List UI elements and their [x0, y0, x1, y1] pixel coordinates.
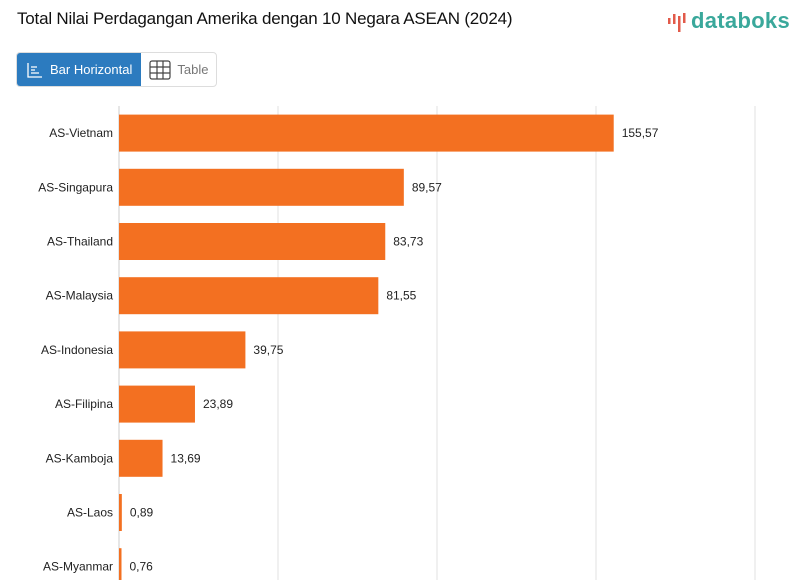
- bar: [119, 494, 122, 531]
- category-label: AS-Filipina: [55, 397, 113, 411]
- data-label: 155,57: [622, 126, 659, 140]
- logo-bars-icon: [668, 13, 686, 32]
- data-label: 89,57: [412, 180, 442, 194]
- bar: [119, 331, 246, 369]
- data-label: 0,76: [130, 560, 154, 574]
- data-label: 23,89: [203, 397, 233, 411]
- bar-horizontal-button[interactable]: Bar Horizontal: [17, 53, 142, 86]
- data-label: 39,75: [253, 343, 283, 357]
- bar-chart-icon: [27, 62, 42, 78]
- category-label: AS-Myanmar: [43, 560, 113, 574]
- bar: [119, 439, 163, 477]
- table-label: Table: [177, 62, 209, 77]
- view-toggle: Bar Horizontal Table: [16, 52, 218, 87]
- category-label: AS-Indonesia: [41, 343, 113, 357]
- category-label: AS-Singapura: [38, 180, 113, 194]
- category-label: AS-Laos: [67, 506, 113, 520]
- category-label: AS-Kamboja: [46, 451, 114, 465]
- chart-title: Total Nilai Perdagangan Amerika dengan 1…: [17, 9, 513, 28]
- bar: [119, 548, 122, 580]
- logo-text: databoks: [691, 8, 790, 33]
- category-label: AS-Malaysia: [46, 289, 114, 303]
- data-label: 83,73: [393, 235, 423, 249]
- bar: [119, 168, 404, 206]
- table-grid-icon: [149, 59, 171, 80]
- bar: [119, 385, 195, 423]
- databoks-logo: databoks: [667, 8, 790, 34]
- data-label: 81,55: [386, 289, 416, 303]
- bar: [119, 223, 386, 260]
- bar: [119, 277, 379, 315]
- category-label: AS-Vietnam: [49, 126, 113, 140]
- category-label: AS-Thailand: [47, 235, 113, 249]
- bar-horizontal-label: Bar Horizontal: [50, 62, 133, 77]
- bar: [119, 114, 614, 152]
- data-label: 13,69: [171, 451, 201, 465]
- data-label: 0,89: [130, 506, 154, 520]
- table-button[interactable]: Table: [141, 53, 216, 86]
